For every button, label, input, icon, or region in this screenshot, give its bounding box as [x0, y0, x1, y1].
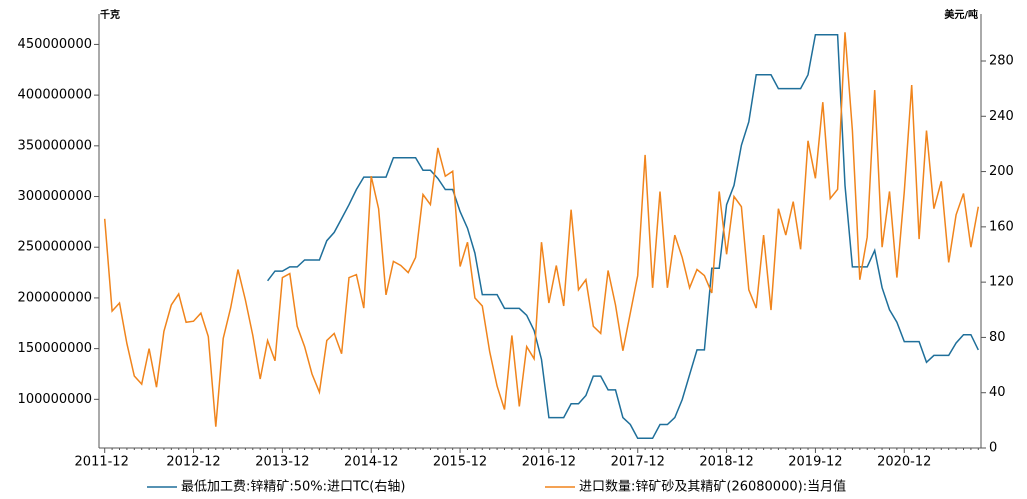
x-tick-label: 2015-12 — [433, 455, 487, 470]
y2-axis-label: 美元/吨 — [944, 8, 978, 21]
y-tick-label: 100000000 — [18, 392, 92, 407]
y2-tick-label: 280 — [989, 53, 1014, 68]
y2-tick-label: 240 — [989, 109, 1014, 124]
y-tick-label: 200000000 — [18, 290, 92, 305]
y2-tick-label: 0 — [989, 441, 997, 456]
y-tick-label: 400000000 — [18, 88, 92, 103]
y2-tick-label: 40 — [989, 385, 1006, 400]
y-tick-label: 350000000 — [18, 138, 92, 153]
y-tick-label: 300000000 — [18, 189, 92, 204]
y2-tick-label: 120 — [989, 275, 1014, 290]
series-line — [267, 33, 979, 440]
x-tick-label: 2016-12 — [522, 455, 576, 470]
legend-label: 进口数量:锌矿砂及其精矿(26080000):当月值 — [579, 479, 846, 495]
x-tick-label: 2013-12 — [255, 455, 309, 470]
y-tick-label: 450000000 — [18, 37, 92, 52]
x-tick-label: 2020-12 — [877, 455, 931, 470]
x-tick-label: 2018-12 — [699, 455, 753, 470]
x-tick-label: 2011-12 — [75, 455, 129, 470]
legend-label: 最低加工费:锌精矿:50%:进口TC(右轴) — [181, 480, 405, 495]
series-line — [103, 32, 980, 427]
x-tick-label: 2017-12 — [611, 455, 665, 470]
y-tick-label: 150000000 — [18, 341, 92, 356]
y-tick-label: 250000000 — [18, 240, 92, 255]
y2-tick-label: 200 — [989, 164, 1014, 179]
y2-tick-label: 160 — [989, 219, 1014, 234]
x-tick-label: 2014-12 — [344, 455, 398, 470]
y-axis-label: 千克 — [100, 8, 120, 21]
x-tick-label: 2019-12 — [788, 455, 842, 470]
y2-tick-label: 80 — [989, 330, 1006, 345]
x-tick-label: 2012-12 — [166, 455, 220, 470]
